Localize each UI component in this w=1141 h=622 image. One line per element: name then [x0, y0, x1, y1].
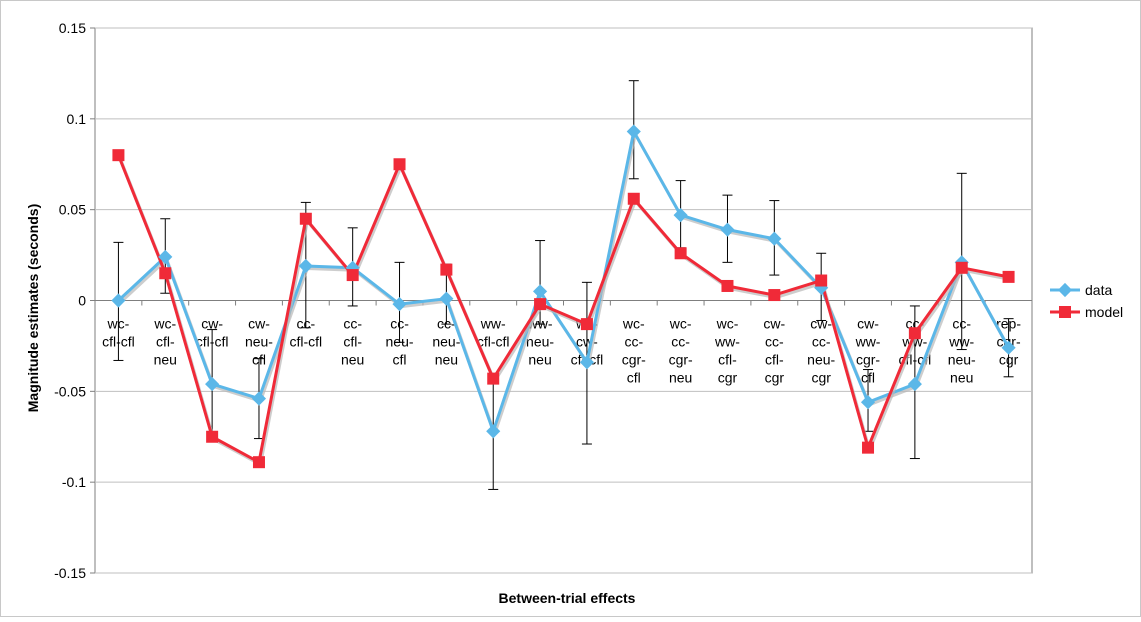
series-model-point — [112, 149, 125, 162]
series-model-line — [117, 154, 1009, 464]
series-data-point — [486, 424, 501, 439]
series-model-point — [955, 261, 968, 274]
series-markers — [111, 124, 1016, 469]
series-model-point — [674, 247, 687, 260]
x-axis-title: Between-trial effects — [499, 590, 636, 606]
series-data-point — [767, 231, 782, 246]
series-model-point — [299, 212, 312, 225]
series-model-point — [815, 274, 828, 287]
x-category-label: wc-cc-cgr-cfl — [622, 316, 646, 386]
y-tick-label: -0.1 — [62, 474, 86, 490]
series-model-point — [206, 430, 219, 443]
series-model-point — [440, 263, 453, 276]
series-model-point — [534, 298, 547, 311]
series-data-point — [251, 391, 267, 406]
y-axis-ticks: 0.15 0.1 0.05 0 -0.05 -0.1 -0.15 — [54, 20, 1033, 581]
series-data-line — [117, 130, 1010, 433]
y-tick-label: 0.15 — [59, 20, 86, 36]
series-model-point — [252, 456, 265, 469]
series-data-point — [860, 395, 876, 410]
series-model-point — [1002, 270, 1015, 283]
series-model-point — [721, 279, 734, 292]
x-category-label: wc-cfl-neu — [153, 316, 177, 368]
series-model-point — [627, 192, 640, 205]
y-tick-label: -0.15 — [54, 565, 86, 581]
series-model-point — [346, 269, 359, 282]
x-category-label: cw-cc-cfl-cgr — [763, 316, 785, 386]
legend-data-marker — [1057, 282, 1073, 298]
series-model-point — [159, 267, 172, 280]
y-tick-label: 0 — [78, 293, 86, 309]
x-category-label: cw-cc-neu-cgr — [807, 316, 835, 386]
series-data-point — [439, 291, 454, 306]
series-data-point — [205, 376, 220, 392]
y-tick-label: -0.05 — [54, 383, 86, 399]
series-model-point — [768, 289, 781, 302]
series-data-point — [1001, 340, 1016, 355]
series-model-point — [393, 158, 406, 171]
x-category-label: wc-cc-cgr-neu — [669, 316, 693, 386]
legend: data model — [1050, 282, 1123, 320]
series-data-point — [720, 222, 735, 237]
x-category-label: cw-neu-cfl — [245, 316, 273, 368]
series-data-point — [673, 208, 688, 223]
legend-model-marker — [1059, 306, 1071, 318]
series-lines — [117, 130, 1012, 467]
x-category-label: wc-ww-cfl-cgr — [714, 316, 740, 386]
x-category-label: cc-ww-neu-neu — [948, 316, 976, 386]
series-data-point — [626, 124, 641, 139]
y-tick-label: 0.1 — [67, 111, 87, 127]
series-data-point — [533, 284, 548, 299]
x-category-label: cc-cfl-neu — [341, 316, 364, 368]
series-model-point — [862, 441, 875, 454]
series-data-point — [579, 355, 594, 370]
series-data-point — [392, 297, 407, 312]
y-tick-label: 0.05 — [59, 202, 86, 218]
series-data-point — [298, 258, 313, 274]
y-axis-title: Magnitude estimates (seconds) — [25, 204, 41, 413]
series-model-point — [908, 327, 921, 340]
legend-model-label: model — [1085, 304, 1123, 320]
legend-data-label: data — [1085, 282, 1112, 298]
series-data-point — [907, 376, 922, 392]
x-category-label: ww-cfl-cfl — [477, 316, 510, 350]
series-model-point — [580, 318, 593, 331]
series-data-point — [158, 249, 173, 264]
series-model-point — [487, 372, 500, 385]
series-data-point — [111, 293, 126, 308]
x-category-label: cw-cfl-cfl — [196, 316, 229, 350]
